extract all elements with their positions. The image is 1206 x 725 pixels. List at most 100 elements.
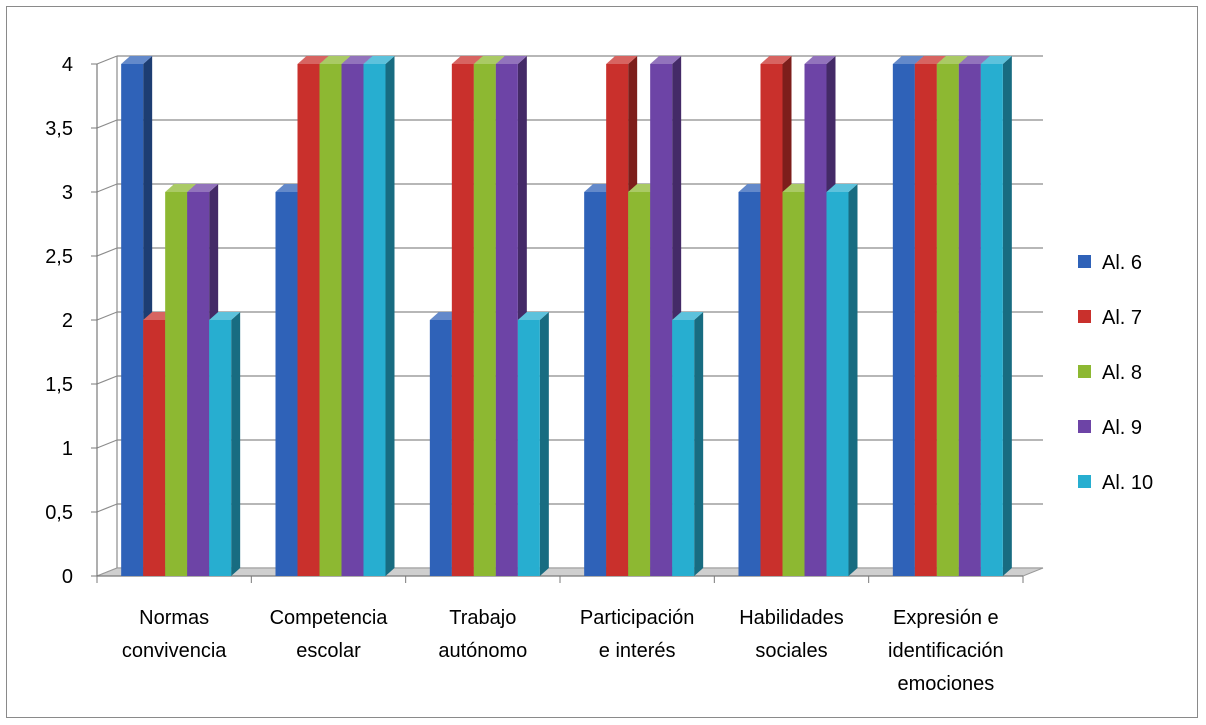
legend-swatch	[1078, 255, 1091, 268]
bar-front	[275, 192, 298, 576]
depth-line	[96, 119, 118, 129]
bar-top	[319, 56, 351, 64]
bar-front	[187, 192, 210, 576]
bar-front	[782, 192, 805, 576]
x-category-label: Normas convivencia	[122, 607, 227, 662]
bar-top	[121, 56, 153, 64]
legend-item: Al. 7	[1078, 307, 1142, 329]
x-category-label: Participación e interés	[580, 607, 695, 662]
y-tick-label: 0	[62, 566, 73, 588]
bar-front	[738, 192, 761, 576]
bar-side	[848, 184, 858, 576]
bar-top	[187, 184, 219, 192]
bar-front	[760, 64, 783, 576]
bar-top	[892, 56, 924, 64]
bar-top	[451, 56, 483, 64]
y-tick-label: 0,5	[45, 502, 73, 524]
bar-front	[958, 64, 981, 576]
bar-side	[694, 312, 704, 576]
bar-top	[473, 56, 505, 64]
bar-top	[980, 56, 1012, 64]
bar-front	[143, 320, 166, 576]
bar-top	[672, 312, 704, 320]
y-tick-label: 3	[62, 182, 73, 204]
legend-item: Al. 8	[1078, 362, 1142, 384]
bar-front	[473, 64, 496, 576]
bar-front	[914, 64, 937, 576]
bar-front	[584, 192, 607, 576]
bar	[209, 312, 241, 576]
bar-top	[804, 56, 836, 64]
legend-item: Al. 9	[1078, 417, 1142, 439]
bar-top	[363, 56, 395, 64]
bar-front	[826, 192, 849, 576]
y-tick-label: 3,5	[45, 118, 73, 140]
bar-top	[914, 56, 946, 64]
bar-front	[606, 64, 629, 576]
legend-label: Al. 7	[1102, 307, 1142, 329]
bar-front	[628, 192, 651, 576]
bar-front	[319, 64, 342, 576]
bar-side	[539, 312, 549, 576]
bar	[672, 312, 704, 576]
bar-top	[495, 56, 527, 64]
bar	[826, 184, 858, 576]
bar-front	[495, 64, 518, 576]
bar-top	[341, 56, 373, 64]
bar-side	[231, 312, 241, 576]
bar-side	[385, 56, 395, 576]
bar-top	[297, 56, 329, 64]
bar-top	[209, 312, 241, 320]
bar-front	[672, 320, 695, 576]
x-category-label: Trabajo autónomo	[438, 607, 527, 662]
legend-label: Al. 9	[1102, 417, 1142, 439]
bars	[121, 56, 1012, 576]
bar-front	[297, 64, 320, 576]
y-tick-label: 4	[62, 54, 73, 76]
legend-item: Al. 10	[1078, 472, 1153, 494]
bar-front	[517, 320, 540, 576]
legend-label: Al. 8	[1102, 362, 1142, 384]
x-category-label: Expresión e identificación emociones	[888, 607, 1004, 695]
bar-top	[760, 56, 792, 64]
bar	[980, 56, 1012, 576]
legend-item: Al. 6	[1078, 252, 1142, 274]
bar-front	[121, 64, 144, 576]
depth-line	[96, 55, 118, 65]
bar-front	[451, 64, 474, 576]
legend: Al. 6 Al. 7 Al. 8 Al. 9 Al. 10	[1078, 252, 1153, 494]
bar	[517, 312, 549, 576]
bar-front	[341, 64, 364, 576]
x-category-label: Competencia escolar	[270, 607, 389, 662]
depth-line	[96, 311, 118, 321]
legend-label: Al. 6	[1102, 252, 1142, 274]
bar-front	[804, 64, 827, 576]
bar-top	[826, 184, 858, 192]
y-tick-label: 2,5	[45, 246, 73, 268]
bar-front	[980, 64, 1003, 576]
bar-front	[892, 64, 915, 576]
legend-label: Al. 10	[1102, 472, 1153, 494]
y-tick-label: 1	[62, 438, 73, 460]
bar-front	[429, 320, 452, 576]
depth-line	[96, 183, 118, 193]
legend-swatch	[1078, 420, 1091, 433]
bar-top	[650, 56, 682, 64]
bar-front	[165, 192, 188, 576]
depth-line	[96, 439, 118, 449]
y-tick-labels: 0 0,5 1 1,5 2 2,5 3 3,5 4	[45, 54, 97, 588]
bar-front	[209, 320, 232, 576]
bar-top	[517, 312, 549, 320]
legend-swatch	[1078, 365, 1091, 378]
bar-front	[363, 64, 386, 576]
bar-top	[606, 56, 638, 64]
bar	[363, 56, 395, 576]
y-tick-label: 2	[62, 310, 73, 332]
bar-side	[1002, 56, 1012, 576]
x-category-label: Habilidades sociales	[739, 607, 844, 662]
bar-top	[165, 184, 197, 192]
bar-top	[958, 56, 990, 64]
bar-top	[936, 56, 968, 64]
depth-line	[96, 375, 118, 385]
x-tick-labels: Normas convivencia Competencia escolar Traba…	[96, 576, 1024, 695]
